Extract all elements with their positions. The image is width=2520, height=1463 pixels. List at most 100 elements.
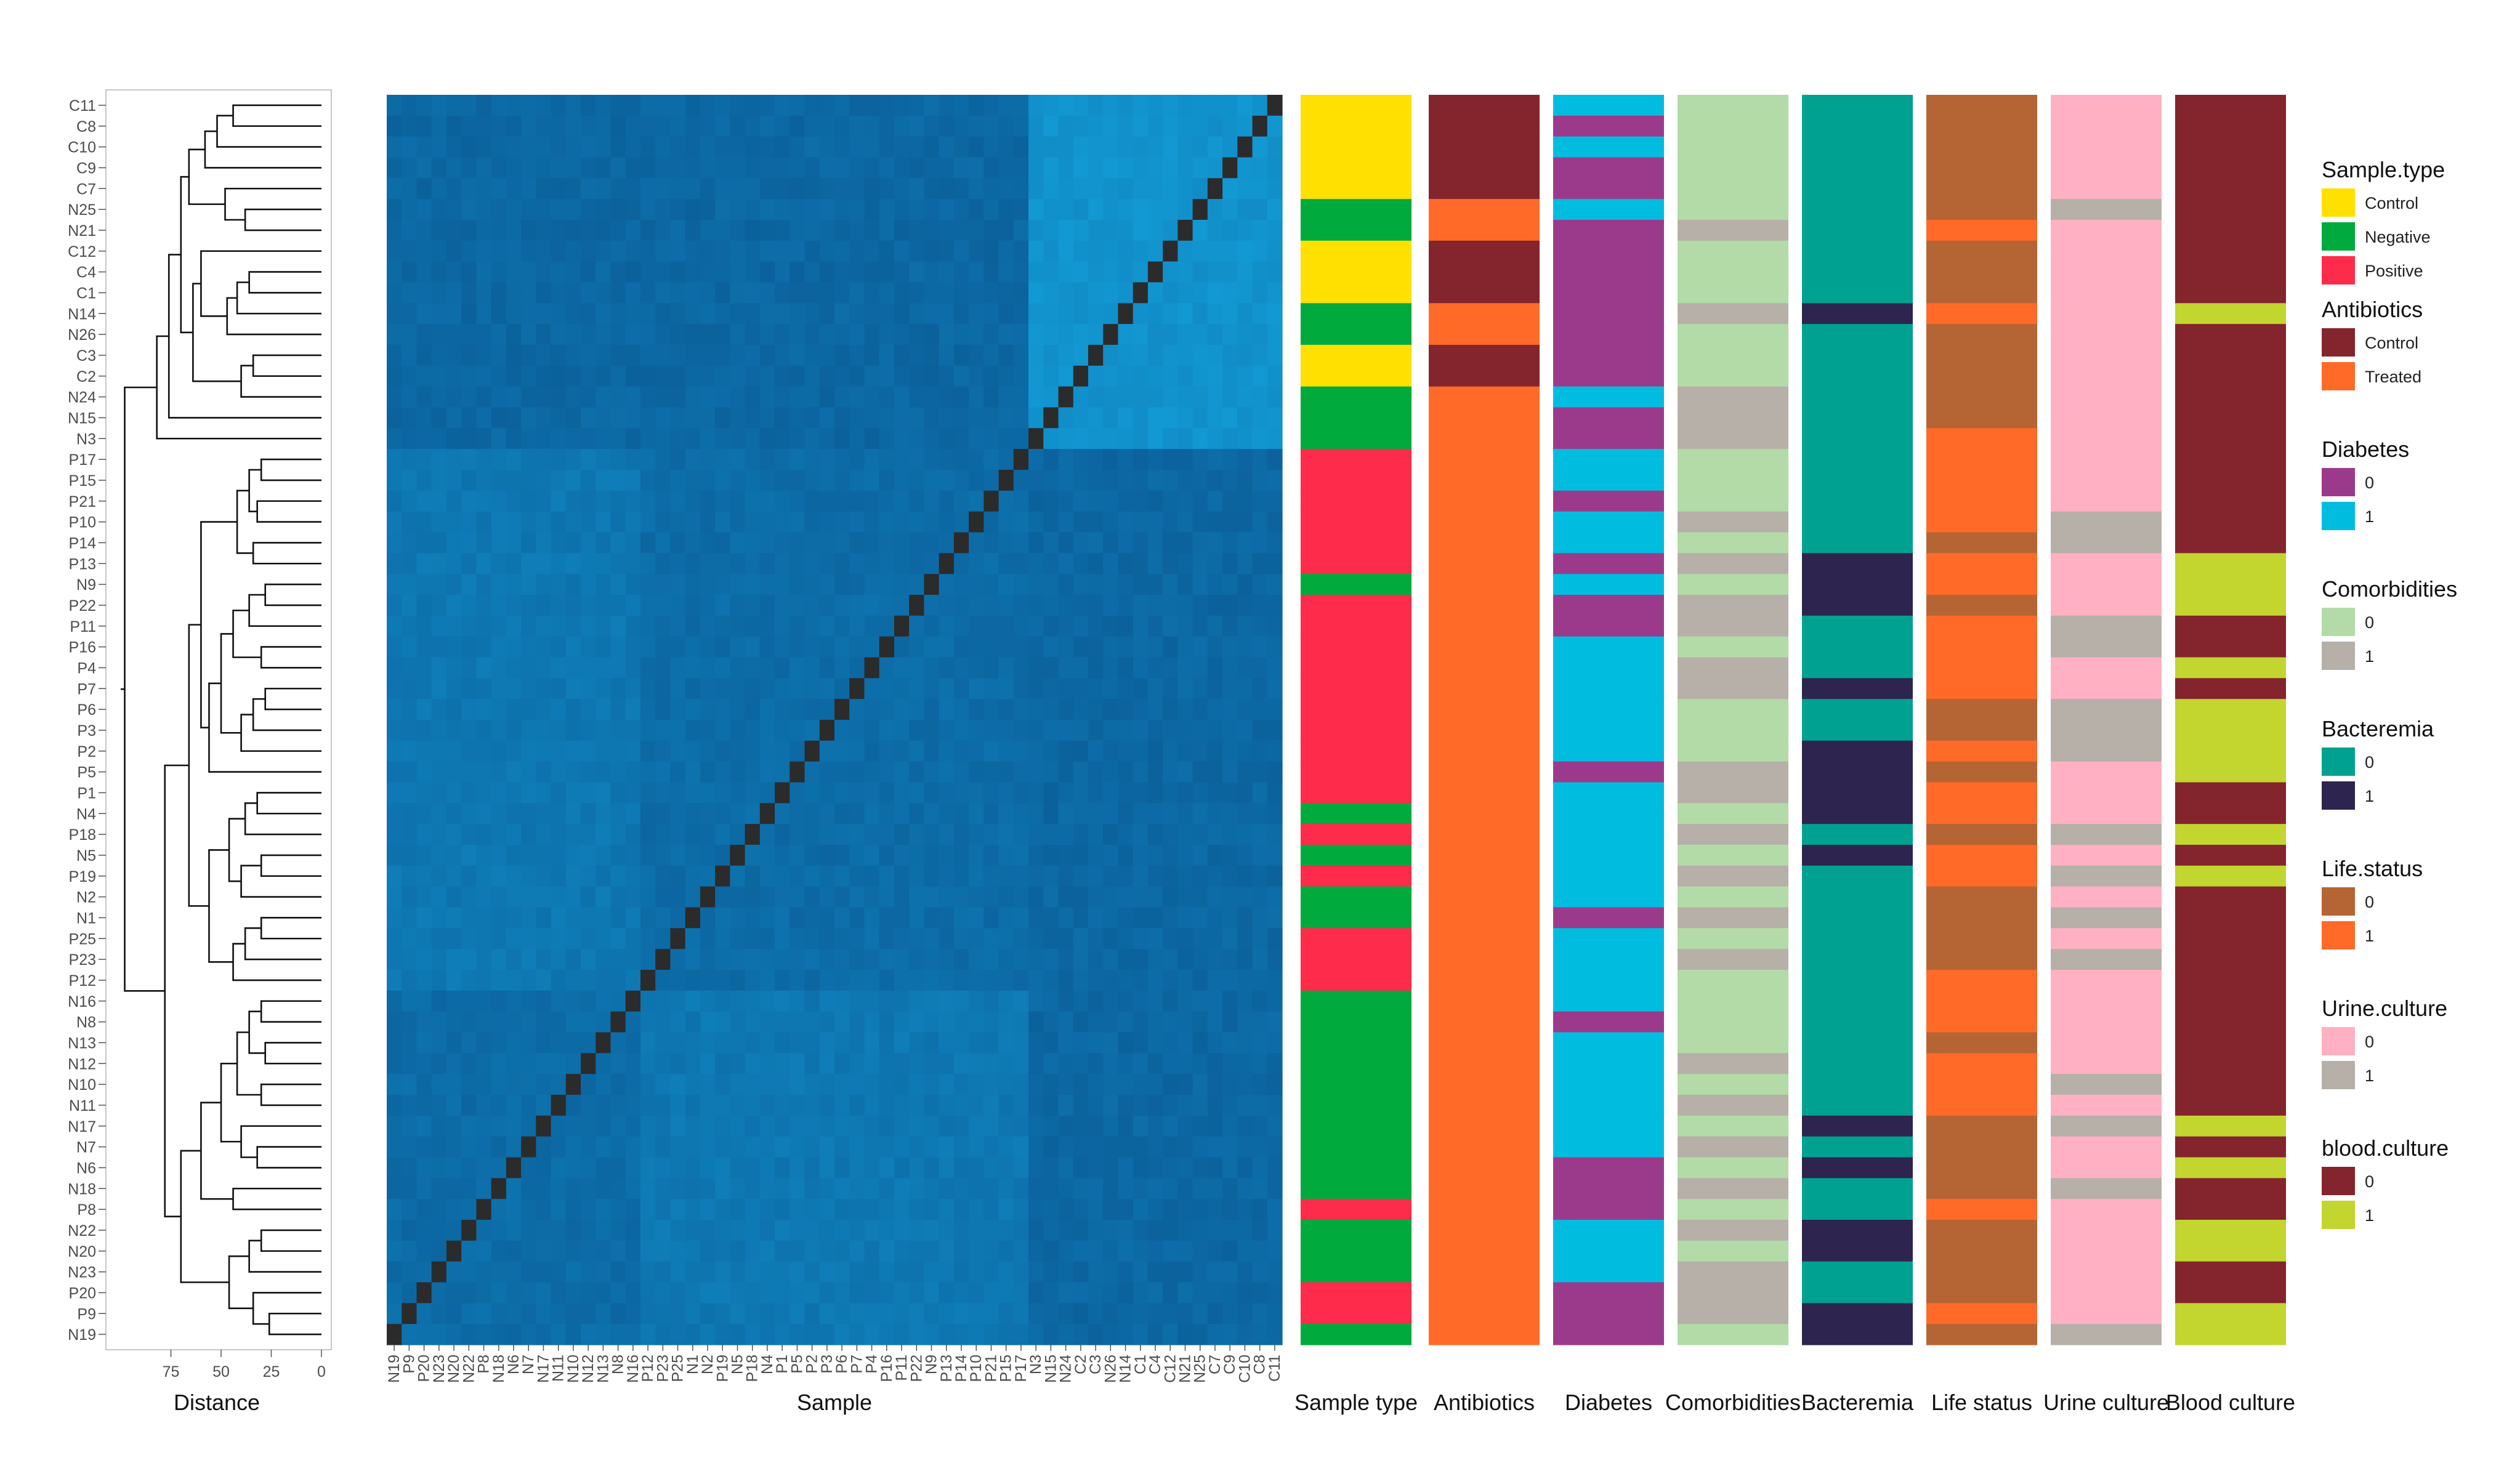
heatmap-cell	[790, 636, 806, 658]
heatmap-cell	[625, 1199, 641, 1220]
heatmap-cell	[924, 553, 940, 574]
annotation-cell	[1678, 136, 1788, 158]
heatmap-cell	[1028, 1178, 1044, 1199]
heatmap-cell	[446, 1178, 462, 1199]
heatmap-column-label: P19	[714, 1355, 731, 1382]
annotation-cell	[1429, 1240, 1540, 1262]
heatmap-cell	[894, 532, 910, 554]
heatmap-cell	[536, 1157, 552, 1179]
annotation-cell	[1429, 261, 1540, 283]
annotation-cell	[2175, 553, 2286, 574]
heatmap-cell	[953, 615, 969, 637]
heatmap-cell	[581, 428, 596, 449]
heatmap-cell	[1147, 761, 1163, 783]
heatmap-cell	[790, 449, 806, 470]
annotation-cell	[2175, 907, 2286, 929]
heatmap-cell	[939, 178, 955, 200]
heatmap-cell	[700, 970, 716, 991]
heatmap-cell	[1163, 470, 1178, 491]
heatmap-cell	[1028, 1095, 1044, 1116]
heatmap-cell	[670, 282, 686, 304]
heatmap-cell	[521, 574, 536, 595]
heatmap-cell	[1013, 595, 1029, 616]
heatmap-cell	[804, 95, 820, 116]
heatmap-cell	[819, 1074, 835, 1095]
heatmap-cell	[775, 95, 790, 116]
heatmap-cell	[1222, 1303, 1238, 1324]
heatmap-cell	[1207, 178, 1223, 200]
heatmap-cell	[1252, 824, 1268, 845]
heatmap-column-label: N9	[923, 1355, 940, 1374]
heatmap-cell	[1267, 1011, 1283, 1033]
heatmap-cell	[909, 699, 924, 720]
heatmap-cell	[685, 615, 701, 637]
annotation-cell	[2175, 178, 2286, 200]
heatmap-cell	[610, 95, 626, 116]
heatmap-cell	[1222, 553, 1238, 574]
heatmap-cell	[551, 970, 567, 991]
heatmap-cell	[640, 928, 656, 949]
heatmap-cell	[461, 365, 477, 387]
heatmap-cell	[1073, 136, 1089, 158]
heatmap-cell	[1073, 699, 1089, 720]
heatmap-cell	[715, 699, 730, 720]
heatmap-cell	[1118, 636, 1134, 658]
heatmap-cell	[1267, 1053, 1283, 1074]
heatmap-cell	[864, 865, 880, 887]
annotation-cell	[1802, 240, 1913, 262]
heatmap-cell	[506, 1220, 522, 1241]
heatmap-column-label: N25	[1192, 1355, 1209, 1383]
annotation-cell	[1553, 220, 1664, 241]
annotation-cell	[1926, 1282, 2037, 1304]
heatmap-cell	[402, 803, 418, 824]
heatmap-cell	[1267, 657, 1283, 679]
heatmap-cell	[581, 282, 596, 304]
heatmap-cell	[1028, 407, 1044, 429]
heatmap-cell	[387, 782, 402, 804]
heatmap-cell	[476, 178, 492, 200]
heatmap-cell	[1222, 178, 1238, 200]
heatmap-cell	[1177, 407, 1193, 429]
annotation-cell	[1301, 678, 1411, 699]
heatmap-cell	[1147, 1095, 1163, 1116]
annotation-cell	[1802, 803, 1913, 824]
heatmap-cell	[625, 990, 641, 1012]
heatmap-cell	[625, 303, 641, 324]
heatmap-cell	[461, 428, 477, 449]
heatmap-cell	[790, 1220, 806, 1241]
heatmap-cell	[939, 845, 955, 866]
annotation-cell	[1802, 1261, 1913, 1283]
annotation-cell	[2175, 761, 2286, 783]
heatmap-cell	[446, 970, 462, 991]
heatmap-cell	[879, 303, 895, 324]
heatmap-cell	[1118, 720, 1134, 741]
heatmap-cell	[998, 657, 1014, 679]
heatmap-cell	[640, 1282, 656, 1304]
heatmap-cell	[1163, 220, 1178, 241]
heatmap-cell	[491, 678, 507, 699]
annotation-cell	[1429, 574, 1540, 595]
heatmap-cell	[1058, 574, 1074, 595]
heatmap-cell	[1088, 990, 1104, 1012]
heatmap-cell	[1222, 1261, 1238, 1283]
heatmap-cell	[909, 1074, 924, 1095]
heatmap-column-label: N10	[565, 1355, 582, 1383]
heatmap-cell	[953, 95, 969, 116]
heatmap-cell	[1222, 303, 1238, 324]
heatmap-cell	[969, 886, 984, 908]
heatmap-cell	[610, 1136, 626, 1158]
heatmap-cell	[1237, 699, 1253, 720]
heatmap-cell	[775, 845, 790, 866]
heatmap-cell	[491, 95, 507, 116]
heatmap-cell	[1192, 574, 1208, 595]
heatmap-cell	[596, 886, 612, 908]
annotation-cell	[1678, 303, 1788, 324]
heatmap-cell	[521, 220, 536, 241]
heatmap-cell	[775, 970, 790, 991]
heatmap-cell	[1043, 532, 1059, 554]
annotation-cell	[1553, 1157, 1664, 1179]
heatmap-cell	[416, 470, 432, 491]
heatmap-cell	[745, 157, 761, 179]
heatmap-cell	[1267, 678, 1283, 699]
heatmap-cell	[596, 282, 612, 304]
